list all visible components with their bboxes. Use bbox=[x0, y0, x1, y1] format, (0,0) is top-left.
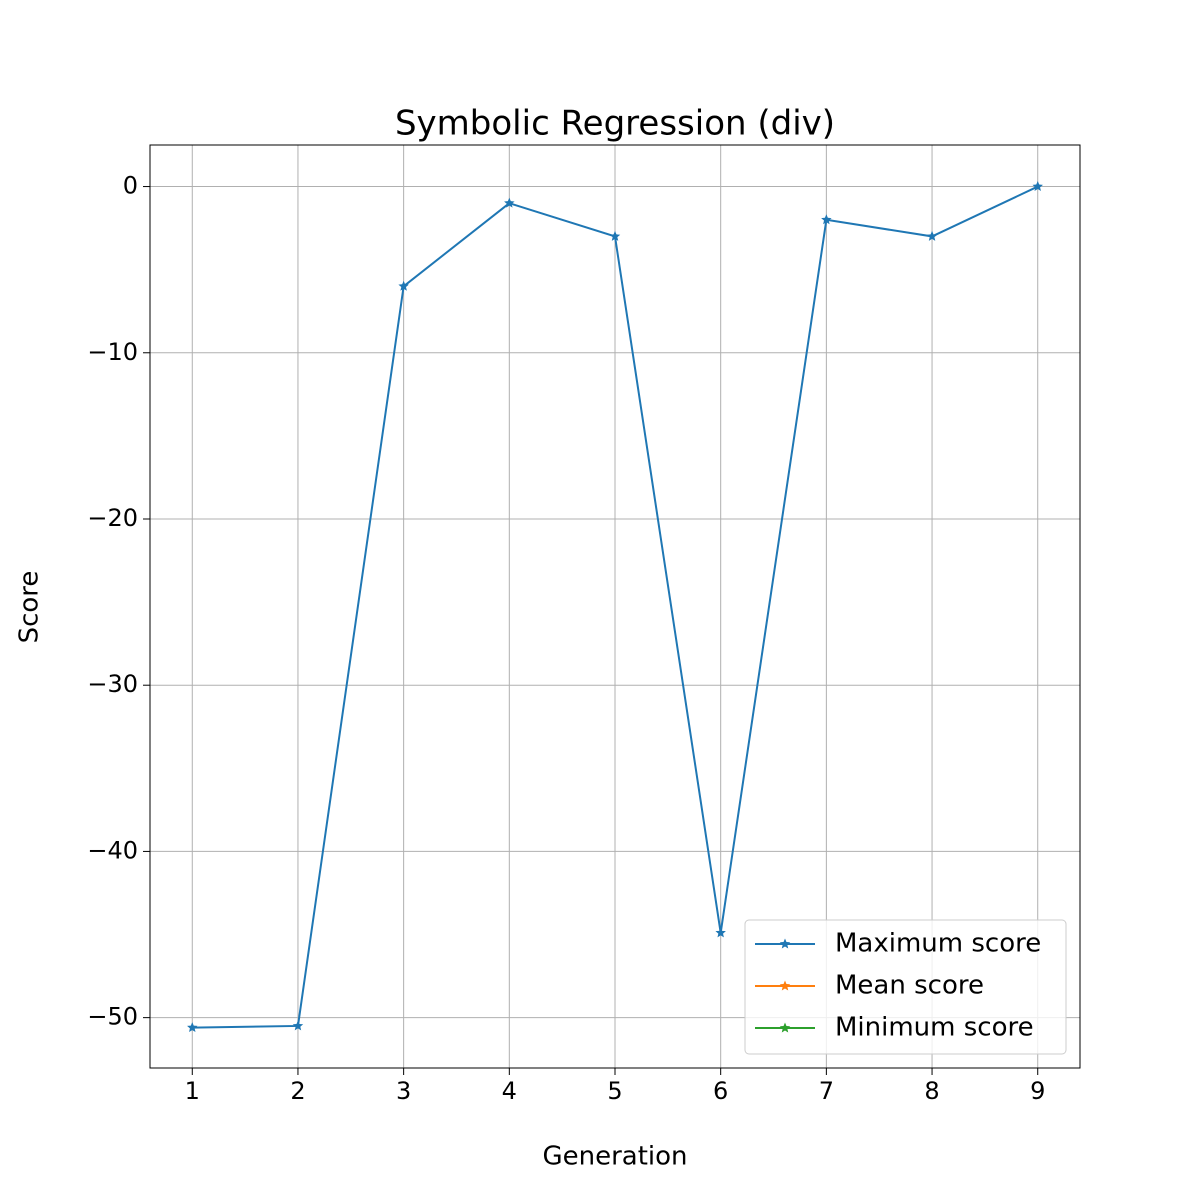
plot-frame bbox=[149, 144, 1081, 1069]
marker bbox=[187, 1022, 198, 1033]
marker bbox=[398, 280, 409, 291]
legend-marker bbox=[779, 938, 791, 949]
legend-marker bbox=[779, 1022, 791, 1033]
x-tick-label: 8 bbox=[924, 1077, 939, 1105]
y-axis-label: Score bbox=[15, 571, 45, 644]
x-tick-label: 7 bbox=[819, 1077, 834, 1105]
x-tick-label: 3 bbox=[396, 1077, 411, 1105]
x-tick-label: 6 bbox=[713, 1077, 728, 1105]
y-tick-label: −20 bbox=[87, 504, 138, 532]
x-tick-label: 2 bbox=[290, 1077, 305, 1105]
legend: Maximum score Mean score Minimum score bbox=[744, 919, 1067, 1055]
y-tick-label: −50 bbox=[87, 1003, 138, 1031]
y-tick-label: −40 bbox=[87, 836, 138, 864]
marker bbox=[821, 214, 832, 225]
x-axis-label: Generation bbox=[542, 1142, 687, 1172]
legend-box bbox=[744, 919, 1067, 1055]
marker bbox=[292, 1020, 304, 1031]
legend-marker bbox=[779, 980, 791, 991]
legend-label: Minimum score bbox=[835, 1013, 1034, 1043]
legend-label: Mean score bbox=[835, 971, 984, 1001]
marker bbox=[715, 927, 726, 938]
legend-label: Maximum score bbox=[835, 929, 1041, 959]
marker bbox=[1032, 181, 1043, 191]
y-tick-label: −30 bbox=[87, 670, 138, 698]
y-tick-label: −10 bbox=[87, 338, 138, 366]
x-tick-label: 9 bbox=[1030, 1077, 1045, 1105]
marker bbox=[926, 230, 938, 241]
x-tick-label: 1 bbox=[185, 1077, 200, 1105]
chart-title: Symbolic Regression (div) bbox=[395, 104, 835, 144]
y-tick-label: 0 bbox=[123, 172, 138, 200]
x-tick-label: 5 bbox=[607, 1077, 622, 1105]
x-tick-label: 4 bbox=[502, 1077, 517, 1105]
marker bbox=[504, 197, 515, 208]
marker bbox=[609, 230, 621, 241]
